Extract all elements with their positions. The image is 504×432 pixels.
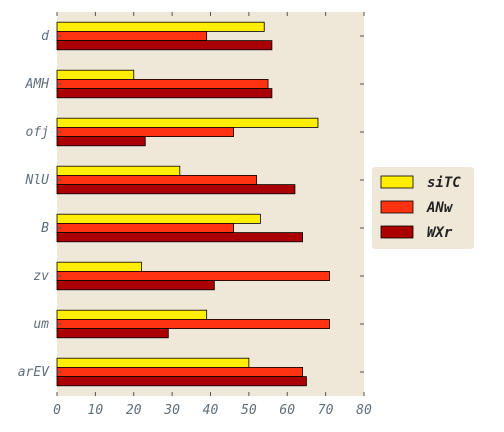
legend-swatch-WXr [380,225,414,239]
bars-layer [56,21,330,387]
legend: siTC ANw WXr [372,167,474,249]
y-tick-label: zv [33,269,49,284]
y-tick-label: NlU [25,173,50,188]
legend-label-WXr: WXr [427,225,453,241]
plot-area [57,12,364,396]
x-tick-label: 20 [126,403,142,418]
legend-label-siTC: siTC [427,175,461,191]
y-tick-label: B [41,221,49,236]
legend-label-ANw: ANw [426,200,454,216]
bar-WXr-NlU [56,184,296,195]
bar-siTC-d [56,21,265,32]
y-tick-label: AMH [25,77,50,92]
x-tick-label: 70 [318,403,334,418]
y-tick-label: ofj [26,125,49,140]
y-tick-label: d [41,29,49,44]
x-tick-label: 50 [241,403,257,418]
x-tick-label: 30 [163,403,180,418]
bar-siTC-zv [56,261,142,272]
y-tick-label: arEV [18,365,50,380]
bar-siTC-NlU [56,165,181,176]
bar-WXr-um [56,328,169,339]
y-axis: d AMH ofj NlU Bzv um arEV [18,29,364,380]
bar-ANw-arEV [56,366,304,377]
x-axis: 0 10 20 30 40 50 60 70 80 [53,12,372,418]
x-tick-label: 0 [53,403,61,418]
x-tick-label: 10 [88,403,104,418]
x-tick-label: 60 [279,403,295,418]
y-tick-label: um [33,317,49,332]
bar-siTC-ofj [56,117,319,128]
bar-WXr-zv [56,280,215,291]
bar-WXr-AMH [56,88,273,99]
bar-siTC-um [56,309,208,320]
bar-ANw-B [56,222,234,233]
legend-swatch-ANw [380,200,414,214]
bar-WXr-ofj [56,136,146,147]
bar-ANw-zv [56,270,330,281]
bar-siTC-B [56,213,261,224]
bar-ANw-ofj [56,127,234,138]
bar-WXr-B [56,232,304,243]
bar-WXr-arEV [56,376,307,387]
bar-siTC-arEV [56,357,250,368]
legend-swatch-siTC [380,175,414,189]
bar-ANw-d [56,30,208,41]
bar-siTC-AMH [56,69,135,80]
bar-ANw-NlU [56,174,257,185]
bar-WXr-d [56,40,273,51]
x-tick-label: 40 [203,403,219,418]
bar-ANw-um [56,318,330,329]
bar-ANw-AMH [56,79,269,90]
x-tick-label: 80 [356,403,372,418]
